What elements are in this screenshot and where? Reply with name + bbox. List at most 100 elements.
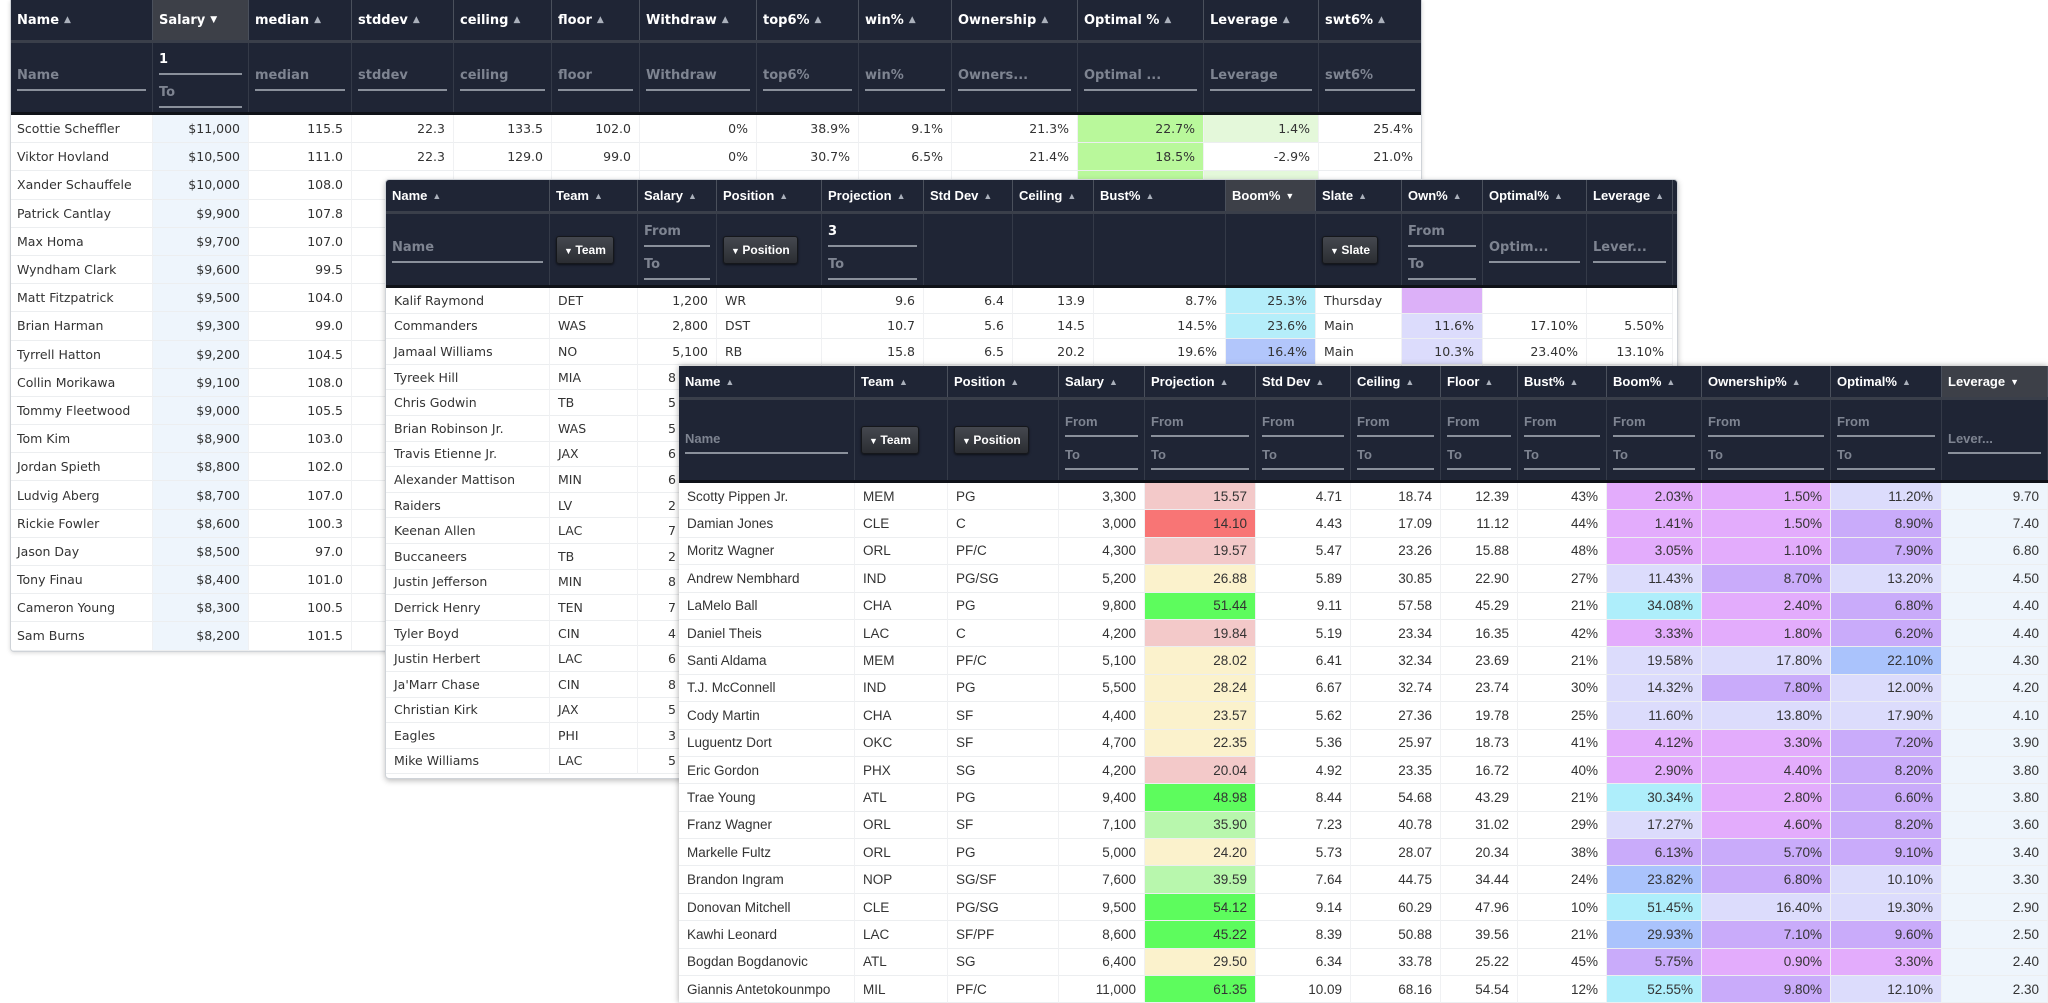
table-row[interactable]: Luguentz Dort OKC SF 4,700 22.35 5.36 25.97 18.…: [679, 729, 2048, 757]
filter-from-projection[interactable]: 3: [828, 220, 917, 247]
column-header-leverage[interactable]: Leverage ▲: [1587, 180, 1673, 211]
filter-from-projection[interactable]: From: [1151, 410, 1249, 437]
filter-to-boom[interactable]: To: [1613, 443, 1695, 470]
table-row[interactable]: Cody Martin CHA SF 4,400 23.57 5.62 27.36 19.78…: [679, 702, 2048, 730]
column-header-win[interactable]: win% ▲: [859, 0, 952, 40]
sort-ascending-icon[interactable]: ▲: [1791, 376, 1801, 387]
table-row[interactable]: Donovan Mitchell CLE PG/SG 9,500 54.12 9.14 60…: [679, 893, 2048, 922]
sort-ascending-icon[interactable]: ▲: [1358, 190, 1367, 201]
table-row[interactable]: Kalif Raymond DET 1,200 WR 9.6 6.4 13.9 8.7% 25.…: [386, 288, 1677, 314]
sort-descending-icon[interactable]: ▼: [2010, 376, 2020, 387]
table-row[interactable]: Scotty Pippen Jr. MEM PG 3,300 15.57 4.71 18.7…: [679, 483, 2048, 511]
column-header-own[interactable]: Own% ▲: [1402, 180, 1483, 211]
sort-ascending-icon[interactable]: ▲: [1219, 376, 1229, 387]
sort-ascending-icon[interactable]: ▲: [1553, 190, 1563, 201]
sort-ascending-icon[interactable]: ▲: [314, 15, 322, 25]
filter-button-team[interactable]: ▼ Team: [556, 235, 614, 264]
table-row[interactable]: Trae Young ATL PG 9,400 48.98 8.44 54.68 43.29 2…: [679, 784, 2048, 812]
filter-to-own[interactable]: To: [1408, 253, 1476, 280]
column-header-leverage[interactable]: Leverage ▼: [1942, 366, 2048, 397]
table-row[interactable]: Tommy Fleetwood $9,000 105.5: [11, 396, 1421, 426]
filter-from-salary[interactable]: From: [1065, 410, 1138, 437]
filter-input-top6[interactable]: top6%: [763, 64, 852, 91]
sort-ascending-icon[interactable]: ▲: [908, 15, 916, 25]
filter-to-std-dev[interactable]: To: [1262, 443, 1344, 470]
column-header-salary[interactable]: Salary ▼: [153, 0, 249, 40]
filter-button-position[interactable]: ▼ Position: [723, 235, 798, 264]
filter-to-salary[interactable]: To: [644, 253, 710, 280]
filter-input-name[interactable]: Name: [685, 427, 848, 454]
sort-ascending-icon[interactable]: ▲: [1569, 376, 1579, 387]
sort-ascending-icon[interactable]: ▲: [432, 190, 442, 201]
sort-ascending-icon[interactable]: ▲: [1378, 15, 1385, 25]
filter-input-optimal[interactable]: Optimal ...: [1084, 64, 1197, 91]
filter-to-bust[interactable]: To: [1524, 443, 1600, 470]
column-header-bust[interactable]: Bust% ▲: [1518, 366, 1607, 397]
filter-input-name[interactable]: Name: [392, 236, 543, 263]
sort-ascending-icon[interactable]: ▲: [64, 15, 71, 25]
table-row[interactable]: Santi Aldama MEM PF/C 5,100 28.02 6.41 32.34 23…: [679, 647, 2048, 675]
filter-to-optimal[interactable]: To: [1837, 443, 1935, 470]
filter-input-swt6[interactable]: swt6%: [1325, 64, 1415, 91]
column-header-position[interactable]: Position ▲: [948, 366, 1059, 397]
sort-ascending-icon[interactable]: ▲: [983, 190, 993, 201]
table-row[interactable]: Bogdan Bogdanovic ATL SG 6,400 29.50 6.34 33.7…: [679, 948, 2048, 977]
table-row[interactable]: Damian Jones CLE C 3,000 14.10 4.43 17.09 11.12…: [679, 510, 2048, 538]
column-header-stddev[interactable]: stddev ▲: [352, 0, 454, 40]
filter-from-salary[interactable]: 1: [159, 48, 242, 75]
filter-to-salary[interactable]: To: [159, 81, 242, 108]
column-header-boom[interactable]: Boom% ▲: [1607, 366, 1702, 397]
column-header-ceiling[interactable]: Ceiling ▲: [1351, 366, 1441, 397]
column-header-projection[interactable]: Projection ▲: [822, 180, 924, 211]
table-row[interactable]: Andrew Nembhard IND PG/SG 5,200 26.88 5.89 30.…: [679, 565, 2048, 593]
filter-input-ownership[interactable]: Owners...: [958, 64, 1071, 91]
table-row[interactable]: Franz Wagner ORL SF 7,100 35.90 7.23 40.78 31.0…: [679, 811, 2048, 840]
filter-to-floor[interactable]: To: [1447, 443, 1511, 470]
filter-input-median[interactable]: median: [255, 64, 345, 91]
sort-descending-icon[interactable]: ▼: [210, 15, 218, 25]
sort-ascending-icon[interactable]: ▲: [725, 376, 735, 387]
sort-ascending-icon[interactable]: ▲: [1405, 376, 1415, 387]
filter-from-own[interactable]: From: [1408, 220, 1476, 247]
filter-input-optimal[interactable]: Optim...: [1489, 236, 1580, 263]
sort-ascending-icon[interactable]: ▲: [1452, 190, 1462, 201]
filter-to-ceiling[interactable]: To: [1357, 443, 1434, 470]
table-row[interactable]: T.J. McConnell IND PG 5,500 28.24 6.67 32.74 23…: [679, 674, 2048, 703]
filter-input-leverage[interactable]: Lever...: [1948, 427, 2041, 454]
column-header-withdraw[interactable]: Withdraw ▲: [640, 0, 757, 40]
column-header-optimal[interactable]: Optimal% ▲: [1483, 180, 1587, 211]
table-row[interactable]: Scottie Scheffler $11,000 115.5 22.3 133.5 10…: [11, 115, 1421, 144]
table-row[interactable]: Kawhi Leonard LAC SF/PF 8,600 45.22 8.39 50.88…: [679, 921, 2048, 949]
column-header-name[interactable]: Name ▲: [679, 366, 855, 397]
filter-from-bust[interactable]: From: [1524, 410, 1600, 437]
filter-button-slate[interactable]: ▼ Slate: [1322, 235, 1379, 264]
sort-ascending-icon[interactable]: ▲: [814, 15, 822, 25]
table-row[interactable]: Eric Gordon PHX SG 4,200 20.04 4.92 23.35 16.72…: [679, 756, 2048, 785]
column-header-team[interactable]: Team ▲: [855, 366, 948, 397]
column-header-projection[interactable]: Projection ▲: [1145, 366, 1256, 397]
sort-ascending-icon[interactable]: ▲: [1666, 376, 1676, 387]
filter-input-win[interactable]: win%: [865, 64, 945, 91]
filter-from-ceiling[interactable]: From: [1357, 410, 1434, 437]
column-header-std-dev[interactable]: Std Dev ▲: [924, 180, 1013, 211]
sort-ascending-icon[interactable]: ▲: [513, 15, 521, 25]
column-header-salary[interactable]: Salary ▲: [1059, 366, 1145, 397]
filter-to-salary[interactable]: To: [1065, 443, 1138, 470]
column-header-name[interactable]: Name ▲: [11, 0, 153, 40]
filter-input-leverage[interactable]: Lever...: [1593, 236, 1666, 263]
sort-ascending-icon[interactable]: ▲: [1145, 190, 1155, 201]
sort-ascending-icon[interactable]: ▲: [721, 15, 729, 25]
table-row[interactable]: Moritz Wagner ORL PF/C 4,300 19.57 5.47 23.26 1…: [679, 537, 2048, 566]
table-row[interactable]: Markelle Fultz ORL PG 5,000 24.20 5.73 28.07 20…: [679, 839, 2048, 867]
column-header-ceiling[interactable]: Ceiling ▲: [1013, 180, 1094, 211]
table-row[interactable]: Daniel Theis LAC C 4,200 19.84 5.19 23.34 16.35…: [679, 619, 2048, 648]
filter-from-ownership[interactable]: From: [1708, 410, 1824, 437]
sort-ascending-icon[interactable]: ▲: [1067, 190, 1077, 201]
filter-button-position[interactable]: ▼ Position: [954, 426, 1029, 454]
table-row[interactable]: Viktor Hovland $10,500 111.0 22.3 129.0 99.0 0…: [11, 143, 1421, 172]
filter-from-floor[interactable]: From: [1447, 410, 1511, 437]
sort-ascending-icon[interactable]: ▲: [594, 190, 603, 201]
filter-from-std-dev[interactable]: From: [1262, 410, 1344, 437]
column-header-position[interactable]: Position ▲: [717, 180, 822, 211]
sort-ascending-icon[interactable]: ▲: [1655, 190, 1665, 201]
